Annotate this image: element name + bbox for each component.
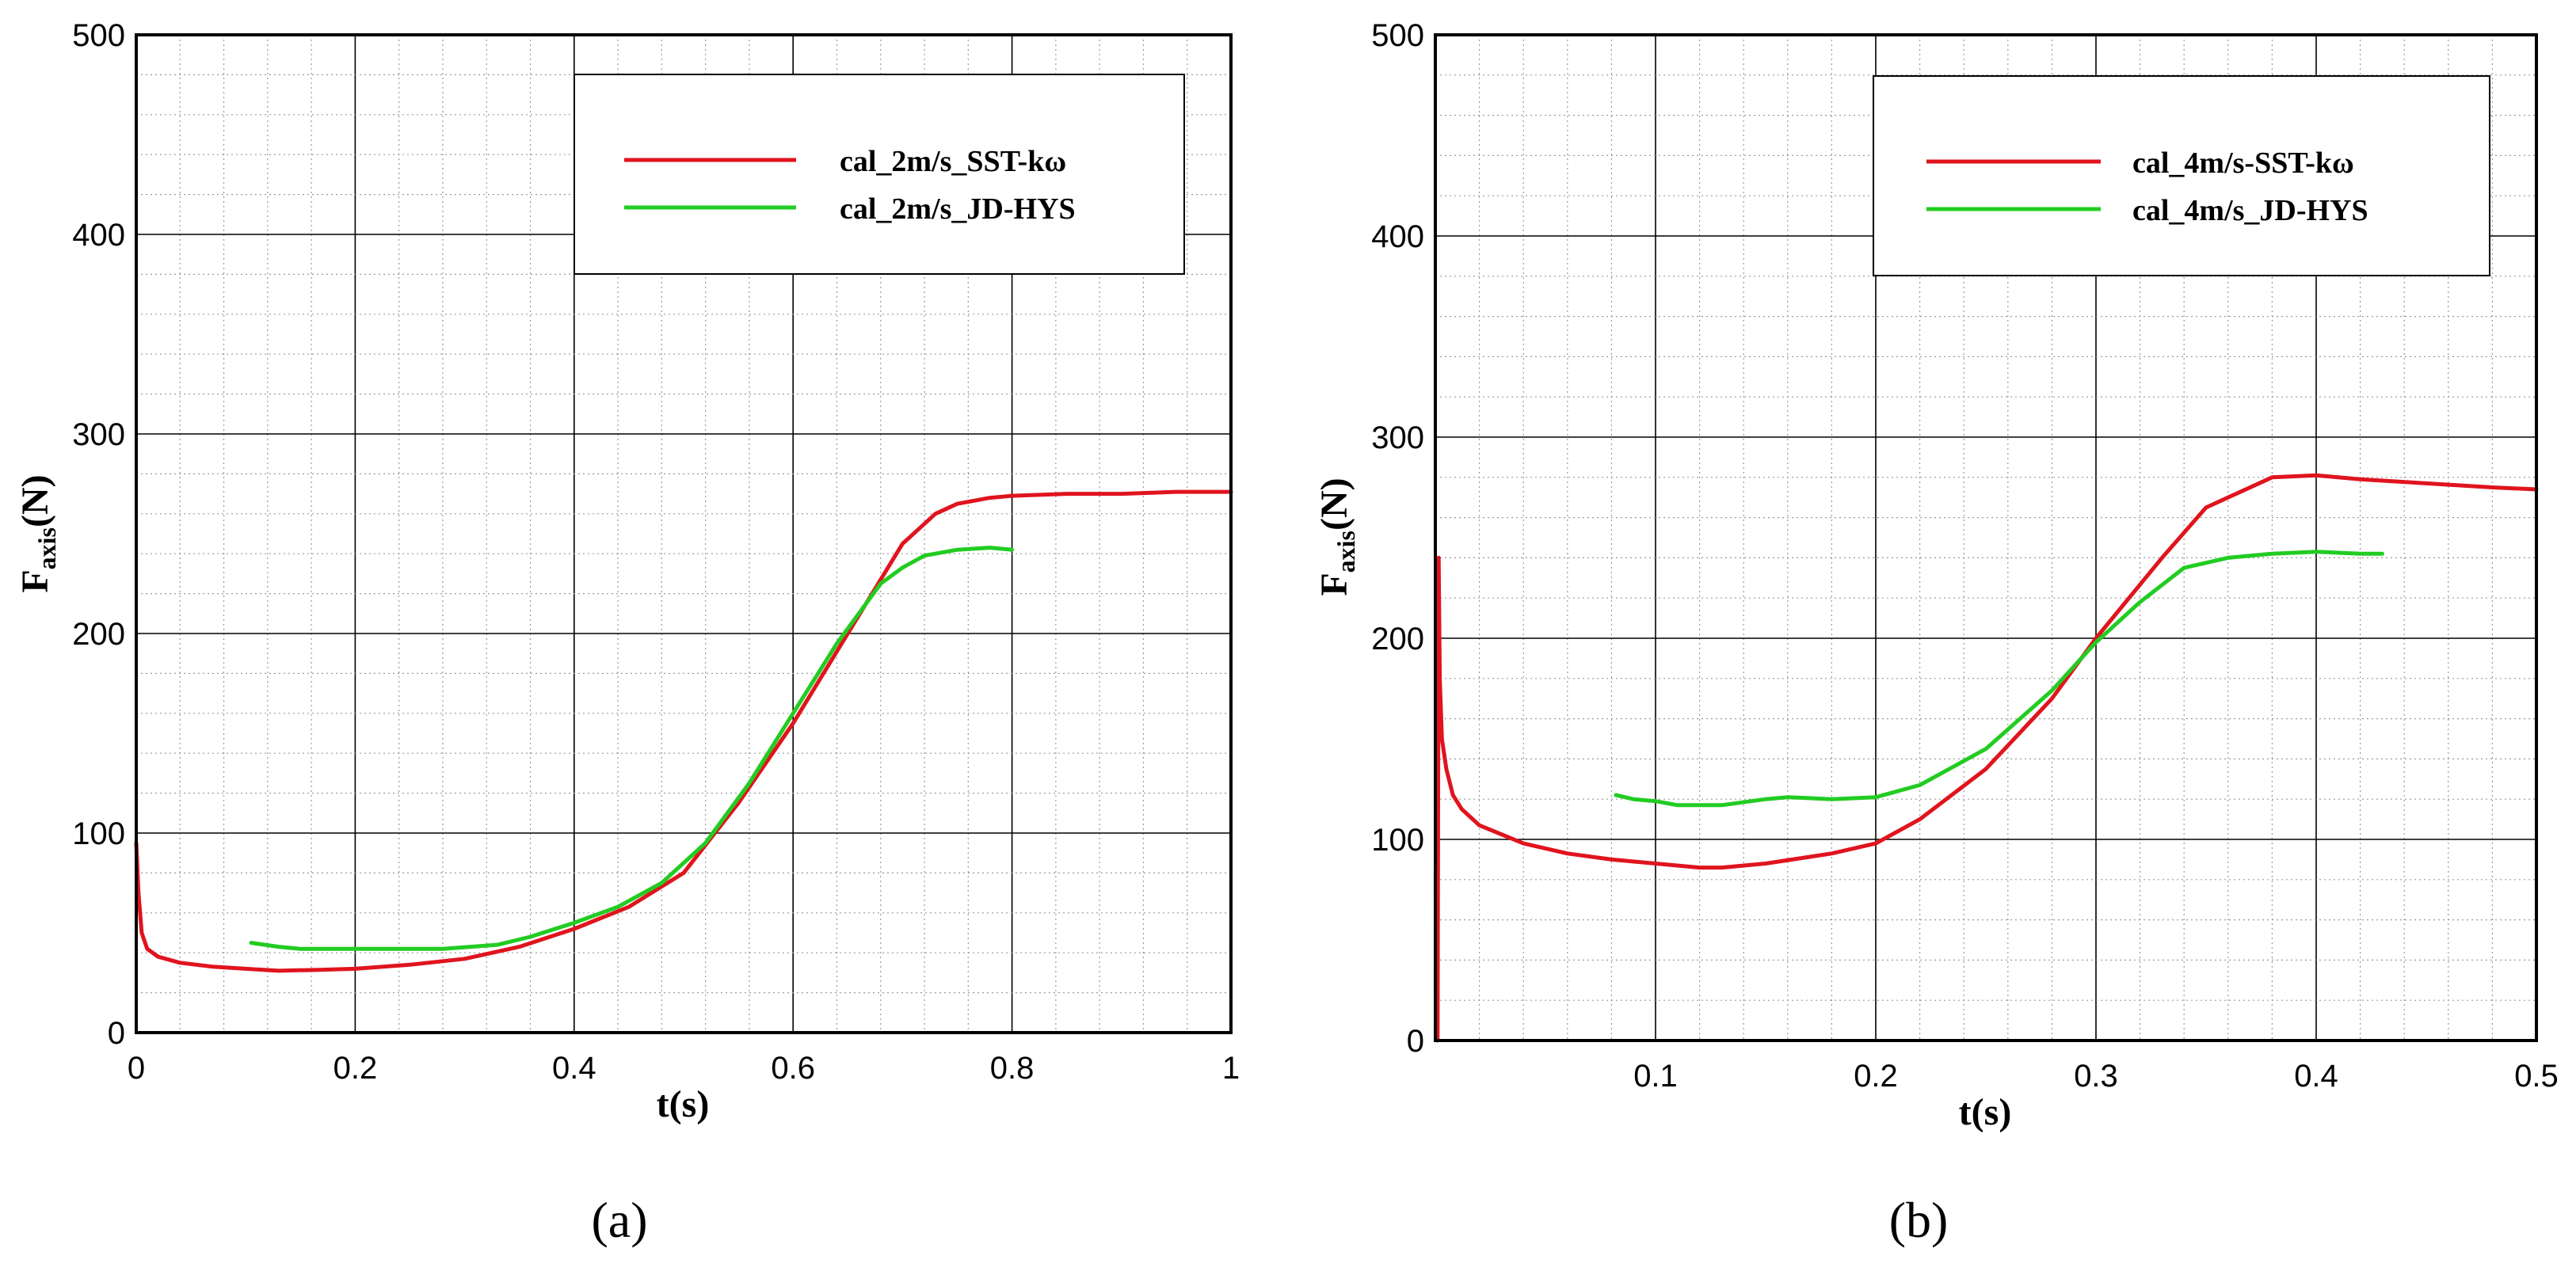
panel-b-series-line-jd	[1614, 550, 2384, 808]
panel-b-legend-label-sst: cal_4m/s-SST-kω	[2132, 146, 2354, 180]
panel-b-y-tick-label: 500	[1371, 18, 1424, 53]
panel-a-y-tick-label: 0	[108, 1016, 125, 1051]
panel-a-y-tick-label: 100	[72, 816, 125, 851]
panel-a-y-tick-label: 300	[72, 417, 125, 452]
panel-a-y-axis-label-main: F	[14, 569, 56, 592]
panel-a-x-tick-label: 0	[128, 1051, 145, 1086]
panel-b-legend: cal_4m/s-SST-kω cal_4m/s_JD-HYS	[1873, 75, 2490, 276]
panel-a-ticks: 0 0.2 0.4 0.6 0.8 1 0 100 200 300 400 500	[72, 18, 1240, 1086]
panel-a-y-tick-label: 500	[72, 18, 125, 53]
panel-a-series	[134, 489, 1233, 973]
panel-a-x-tick-label: 0.4	[552, 1051, 596, 1086]
panel-a-x-tick-label: 0.2	[333, 1051, 378, 1086]
panel-b-y-tick-label: 200	[1371, 622, 1424, 656]
panel-b-y-tick-label: 400	[1371, 219, 1424, 254]
panel-a-legend-label-sst: cal_2m/s_SST-kω	[840, 145, 1066, 178]
panel-a-series-line-jd	[249, 546, 1015, 951]
panel-b-y-tick-label: 0	[1407, 1024, 1424, 1059]
panel-b: 0.1 0.2 0.3 0.4 0.5 0 100 200 300 400 500 cal_4m/s…	[1313, 18, 2559, 1248]
panel-a-legend-box	[574, 74, 1185, 275]
panel-b-ticks: 0.1 0.2 0.3 0.4 0.5 0 100 200 300 400 500	[1371, 18, 2559, 1094]
panel-b-y-axis-label: Faxis(N)	[1313, 478, 1360, 595]
panel-a-legend-label-jd: cal_2m/s_JD-HYS	[840, 192, 1076, 226]
panel-b-caption: (b)	[1889, 1192, 1949, 1248]
panel-b-series	[1435, 473, 2539, 1043]
panel-b-series-line-sst	[1435, 473, 2539, 1043]
panel-a-x-tick-label: 0.6	[771, 1051, 815, 1086]
panel-b-legend-label-jd: cal_4m/s_JD-HYS	[2132, 194, 2368, 227]
panel-a-legend: cal_2m/s_SST-kω cal_2m/s_JD-HYS	[574, 74, 1185, 275]
panel-b-x-tick-label: 0.4	[2294, 1059, 2338, 1094]
panel-b-legend-box	[1873, 75, 2490, 276]
panel-a-y-axis-label-unit: (N)	[14, 474, 56, 527]
panel-a-x-tick-label: 1	[1222, 1051, 1240, 1086]
panel-b-x-axis-label: t(s)	[1959, 1091, 2012, 1133]
panel-b-x-tick-label: 0.3	[2074, 1059, 2118, 1094]
panel-a-y-tick-label: 400	[72, 218, 125, 253]
panel-a-series-line-sst	[134, 489, 1233, 973]
panel-b-y-tick-label: 100	[1371, 823, 1424, 858]
panel-a-caption: (a)	[591, 1192, 647, 1248]
panel-a-y-axis-label: Faxis(N)	[14, 474, 61, 592]
panel-b-x-tick-label: 0.1	[1633, 1059, 1678, 1094]
panel-a-y-axis-label-sub: axis	[32, 527, 61, 569]
panel-b-y-axis-label-main: F	[1313, 573, 1355, 595]
panel-a-y-tick-label: 200	[72, 617, 125, 652]
panel-a-x-axis-label: t(s)	[657, 1083, 710, 1125]
panel-a-plot-frame	[135, 33, 1233, 1034]
panel-b-y-tick-label: 300	[1371, 420, 1424, 455]
panel-a: 0 0.2 0.4 0.6 0.8 1 0 100 200 300 400 500 cal_2m/s_…	[14, 18, 1240, 1248]
panel-b-y-axis-label-unit: (N)	[1313, 478, 1355, 531]
panel-b-x-tick-label: 0.5	[2514, 1059, 2559, 1094]
panel-b-x-tick-label: 0.2	[1854, 1059, 1898, 1094]
panel-b-y-axis-label-sub: axis	[1332, 531, 1360, 573]
panel-b-plot-frame	[1434, 33, 2538, 1042]
panel-a-x-tick-label: 0.8	[990, 1051, 1035, 1086]
